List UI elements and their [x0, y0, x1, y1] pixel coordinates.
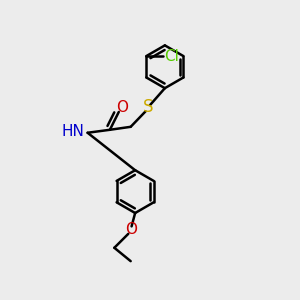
- Text: O: O: [125, 222, 137, 237]
- Text: HN: HN: [61, 124, 84, 139]
- Text: S: S: [143, 98, 154, 116]
- Text: O: O: [116, 100, 128, 115]
- Text: Cl: Cl: [164, 49, 179, 64]
